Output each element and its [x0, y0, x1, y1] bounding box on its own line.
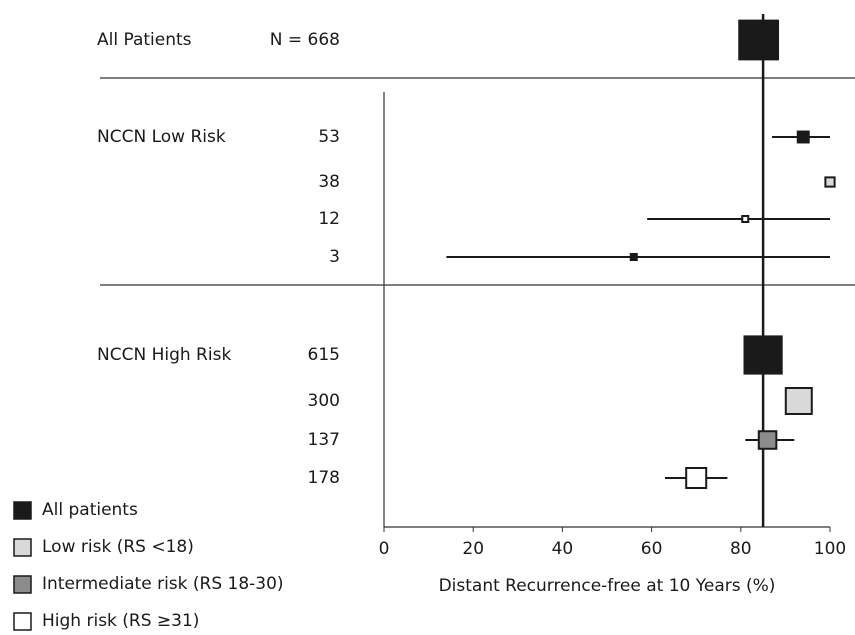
- row-label: NCCN Low Risk: [97, 127, 226, 147]
- point-estimate: [743, 335, 783, 375]
- x-tick-label: 40: [552, 539, 574, 559]
- point-estimate: [784, 387, 813, 415]
- point-estimate: [685, 466, 708, 490]
- legend-label: High risk (RS ≥31): [42, 611, 199, 631]
- x-tick-label: 60: [641, 539, 663, 559]
- point-estimate: [741, 215, 750, 223]
- x-tick-label: 0: [379, 539, 390, 559]
- point-estimate: [738, 19, 780, 61]
- x-tick-label: 20: [462, 539, 484, 559]
- point-estimate: [824, 176, 836, 188]
- legend-swatch: [13, 501, 32, 520]
- legend-label: All patients: [42, 500, 138, 520]
- n-label: 12: [318, 209, 340, 229]
- legend-label: Low risk (RS <18): [42, 537, 194, 557]
- n-label: 615: [308, 345, 340, 365]
- n-label: 178: [308, 468, 340, 488]
- n-label: 53: [318, 127, 340, 147]
- row-label: All Patients: [97, 30, 192, 50]
- x-axis-label: Distant Recurrence-free at 10 Years (%): [439, 576, 776, 596]
- row-label: NCCN High Risk: [97, 345, 231, 365]
- point-estimate: [629, 253, 638, 261]
- legend-swatch: [13, 538, 32, 557]
- x-tick-label: 100: [814, 539, 846, 559]
- point-estimate: [796, 130, 810, 144]
- legend-swatch: [13, 575, 32, 594]
- n-label: N = 668: [270, 30, 340, 50]
- n-label: 38: [318, 172, 340, 192]
- point-estimate: [757, 430, 778, 450]
- legend-label: Intermediate risk (RS 18-30): [42, 574, 284, 594]
- n-label: 300: [308, 391, 340, 411]
- n-label: 137: [308, 430, 340, 450]
- n-label: 3: [329, 247, 340, 267]
- legend-swatch: [13, 612, 32, 631]
- x-tick-label: 80: [730, 539, 752, 559]
